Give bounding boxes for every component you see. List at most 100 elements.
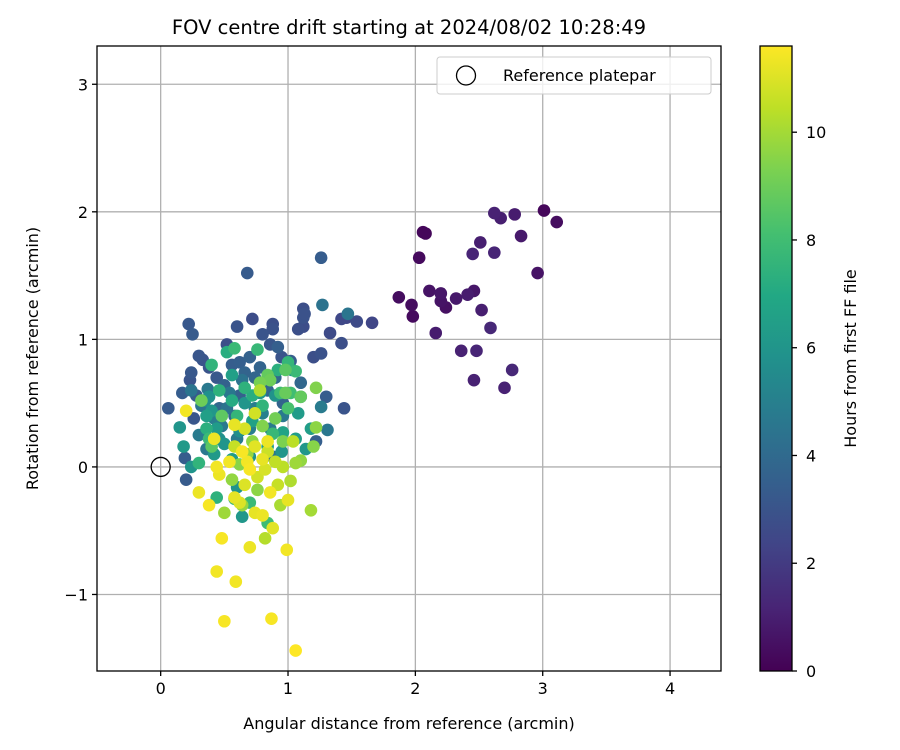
data-point bbox=[210, 460, 224, 474]
data-point bbox=[531, 266, 544, 280]
data-point bbox=[406, 310, 420, 323]
data-point bbox=[240, 266, 254, 280]
data-point bbox=[253, 384, 267, 397]
data-point bbox=[314, 347, 328, 360]
data-point bbox=[235, 510, 249, 523]
data-point bbox=[266, 521, 280, 535]
data-point bbox=[178, 451, 192, 465]
data-point bbox=[192, 456, 206, 470]
x-axis-label: Angular distance from reference (arcmin) bbox=[243, 714, 574, 733]
x-tick-label: 1 bbox=[283, 679, 293, 698]
y-tick-label: 3 bbox=[78, 75, 88, 94]
data-point bbox=[210, 422, 224, 435]
y-axis-label: Rotation from reference (arcmin) bbox=[23, 227, 42, 490]
data-point bbox=[228, 341, 241, 355]
x-ticks: 0 1 2 3 4 bbox=[156, 671, 675, 698]
colorbar-tick-label: 2 bbox=[806, 554, 816, 573]
data-point bbox=[205, 358, 218, 372]
data-point bbox=[454, 344, 468, 358]
data-point bbox=[251, 470, 264, 484]
data-point bbox=[392, 290, 406, 304]
data-point bbox=[192, 486, 206, 499]
data-point bbox=[423, 284, 436, 298]
x-tick-label: 3 bbox=[538, 679, 548, 698]
data-point bbox=[258, 463, 272, 476]
data-point bbox=[307, 440, 320, 453]
x-tick-label: 4 bbox=[665, 679, 675, 698]
data-point bbox=[258, 532, 272, 545]
y-tick-label: 0 bbox=[78, 458, 88, 477]
data-point bbox=[335, 336, 348, 350]
data-point bbox=[508, 208, 521, 221]
colorbar-tick-label: 8 bbox=[806, 231, 816, 250]
data-point bbox=[537, 204, 551, 217]
data-point bbox=[210, 491, 224, 504]
data-point bbox=[294, 390, 308, 404]
data-point bbox=[256, 419, 269, 433]
data-point bbox=[192, 349, 206, 363]
data-point bbox=[341, 307, 355, 321]
data-point bbox=[514, 229, 528, 243]
data-point bbox=[279, 363, 292, 377]
data-point bbox=[291, 407, 305, 420]
data-point bbox=[475, 303, 488, 317]
data-point bbox=[276, 435, 290, 448]
legend-label-reference-platepar: Reference platepar bbox=[503, 66, 656, 85]
data-point bbox=[184, 366, 198, 379]
colorbar-tick-label: 0 bbox=[806, 662, 816, 681]
colorbar-tick-label: 10 bbox=[806, 123, 826, 142]
data-point bbox=[289, 644, 302, 657]
data-point bbox=[187, 412, 201, 425]
data-point bbox=[488, 246, 501, 259]
data-point bbox=[350, 315, 364, 328]
colorbar-label: Hours from first FF file bbox=[841, 269, 860, 448]
data-point bbox=[271, 340, 285, 354]
data-point bbox=[261, 435, 274, 448]
data-point bbox=[294, 376, 308, 390]
data-points bbox=[162, 204, 564, 657]
data-point bbox=[246, 312, 259, 326]
data-point bbox=[289, 364, 302, 378]
data-point bbox=[434, 287, 448, 300]
data-point bbox=[218, 506, 231, 520]
data-point bbox=[304, 503, 318, 517]
y-tick-label: 2 bbox=[78, 203, 88, 222]
data-point bbox=[230, 320, 244, 333]
data-point bbox=[186, 327, 199, 341]
y-tick-label: 1 bbox=[78, 330, 88, 349]
data-point bbox=[276, 426, 290, 439]
data-point bbox=[256, 452, 269, 466]
data-point bbox=[251, 483, 264, 497]
data-point bbox=[298, 307, 311, 321]
data-point bbox=[268, 412, 282, 425]
data-point bbox=[162, 401, 175, 415]
data-point bbox=[291, 322, 305, 336]
data-point bbox=[215, 532, 229, 545]
data-point bbox=[251, 343, 264, 356]
data-point bbox=[319, 390, 333, 404]
legend: Reference platepar bbox=[436, 56, 712, 95]
data-point bbox=[470, 344, 483, 358]
data-point bbox=[233, 356, 246, 369]
data-point bbox=[248, 407, 262, 420]
data-point bbox=[173, 421, 187, 434]
data-point bbox=[316, 298, 329, 312]
data-point bbox=[405, 298, 418, 312]
plot-frame bbox=[96, 45, 722, 672]
data-point bbox=[466, 247, 479, 261]
data-point bbox=[225, 473, 239, 486]
data-point bbox=[256, 509, 269, 522]
data-point bbox=[248, 440, 262, 453]
data-point bbox=[202, 498, 216, 512]
data-point bbox=[225, 394, 239, 407]
data-point bbox=[550, 215, 564, 229]
data-point bbox=[280, 543, 294, 557]
data-point bbox=[279, 386, 292, 400]
data-point bbox=[268, 455, 282, 469]
data-point bbox=[266, 322, 280, 336]
data-point bbox=[238, 422, 252, 435]
data-point bbox=[243, 350, 257, 364]
data-point bbox=[200, 409, 213, 423]
data-point bbox=[281, 493, 295, 507]
data-point bbox=[263, 486, 277, 499]
